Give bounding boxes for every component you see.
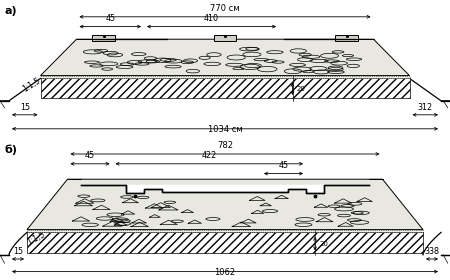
- Text: 45: 45: [105, 14, 115, 23]
- Text: 1:1,5: 1:1,5: [21, 76, 42, 94]
- Polygon shape: [81, 185, 369, 193]
- Bar: [40, 78, 410, 98]
- Text: 1:1,5: 1:1,5: [25, 230, 47, 246]
- Text: 40: 40: [320, 201, 328, 207]
- Bar: [214, 35, 236, 41]
- Text: 20: 20: [320, 241, 328, 247]
- Text: 410: 410: [204, 14, 219, 23]
- Text: 1062: 1062: [215, 268, 235, 277]
- Text: 338: 338: [424, 247, 440, 256]
- Bar: [92, 35, 115, 41]
- Text: 40: 40: [297, 54, 306, 60]
- Bar: [40, 76, 410, 78]
- Text: 422: 422: [202, 151, 217, 160]
- Text: 10: 10: [112, 186, 122, 192]
- Text: 15: 15: [20, 103, 30, 112]
- Text: 15: 15: [13, 247, 23, 256]
- Text: 782: 782: [217, 141, 233, 151]
- Bar: [335, 35, 358, 41]
- Text: 1034 см: 1034 см: [208, 125, 242, 134]
- Polygon shape: [40, 39, 410, 76]
- Text: 20: 20: [297, 86, 306, 92]
- Text: 770 см: 770 см: [210, 4, 240, 13]
- Text: а): а): [4, 6, 17, 16]
- Polygon shape: [27, 179, 423, 230]
- Text: 312: 312: [418, 103, 433, 112]
- Bar: [27, 232, 423, 253]
- Text: 45: 45: [85, 151, 95, 160]
- Text: 45: 45: [279, 161, 288, 170]
- Bar: [27, 230, 423, 232]
- Text: б): б): [4, 144, 18, 155]
